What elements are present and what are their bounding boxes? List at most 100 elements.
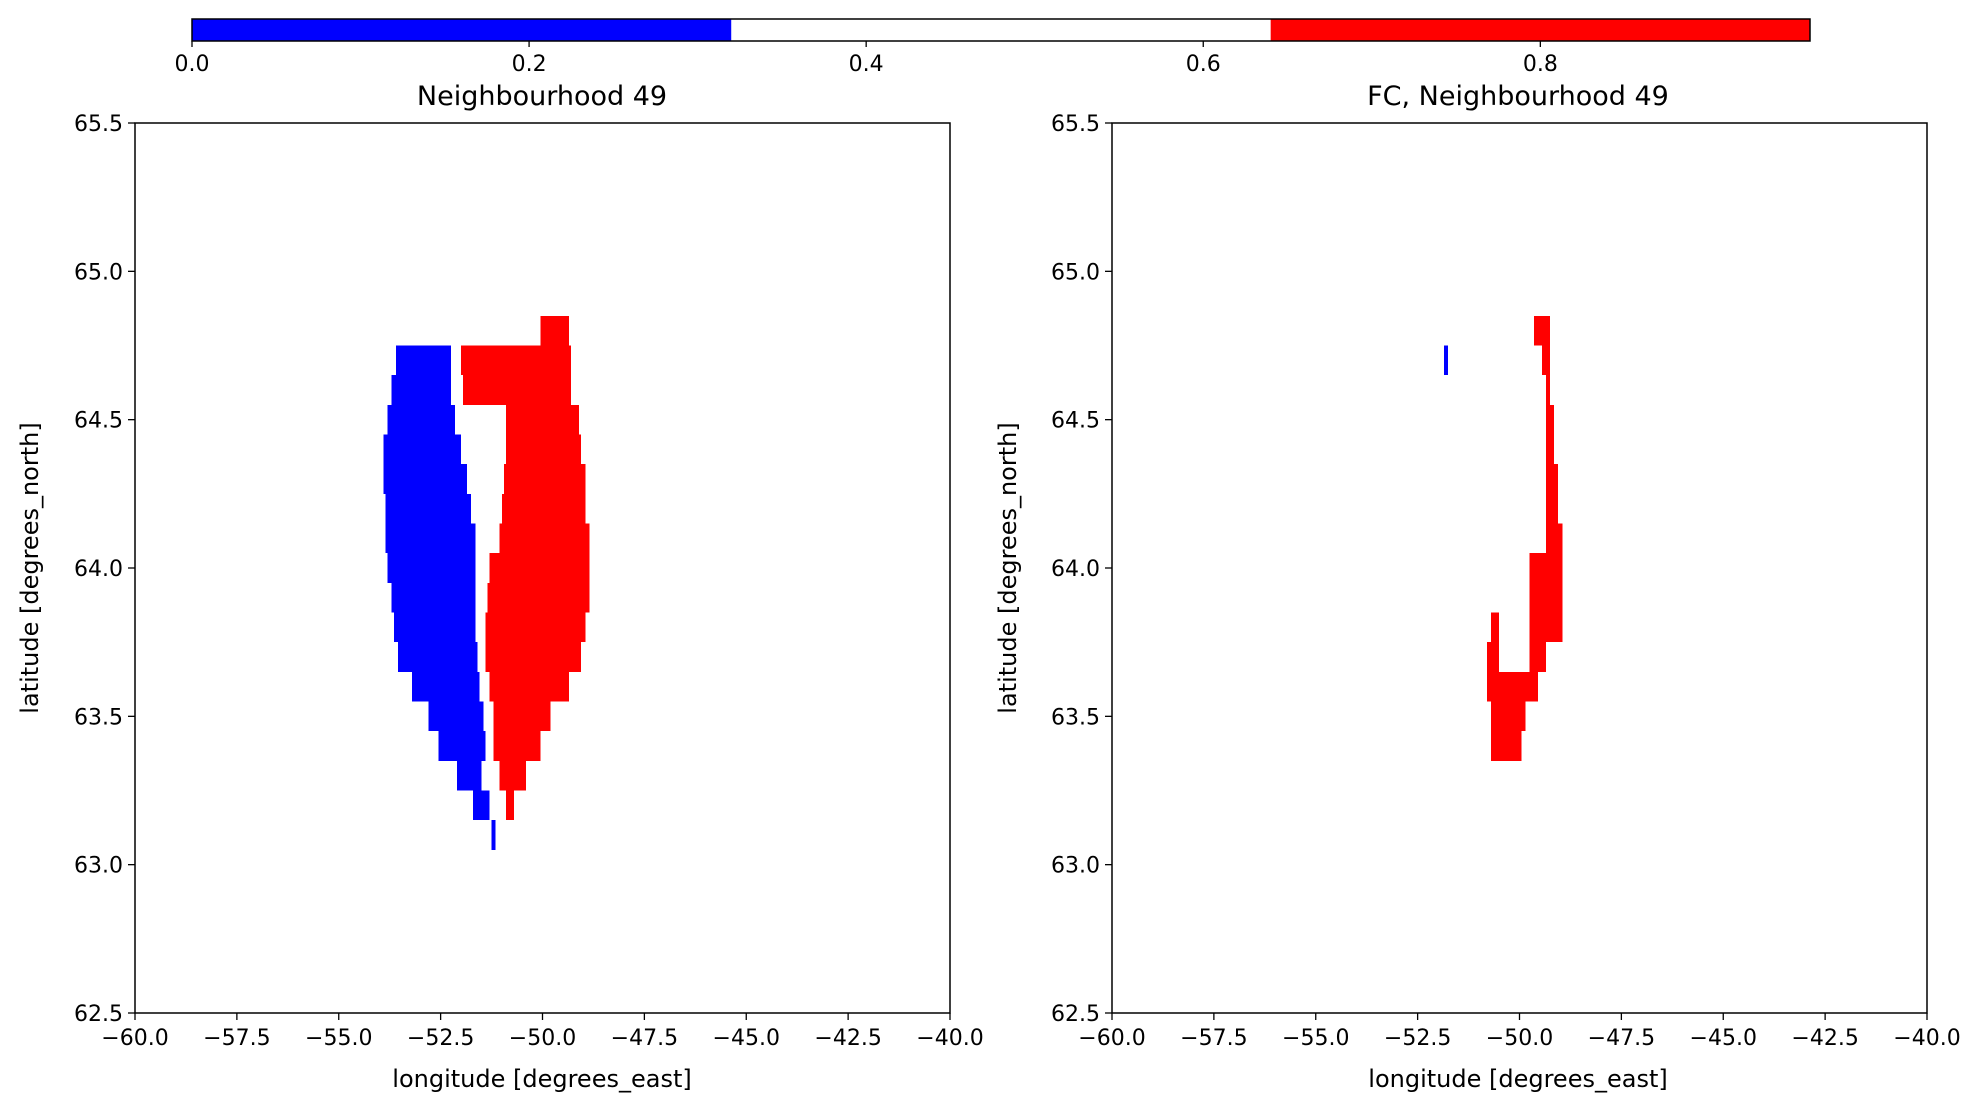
heatmap-cell	[385, 493, 472, 524]
heatmap-cell	[493, 731, 541, 761]
heatmap-cell	[1490, 731, 1522, 761]
heatmap-cell	[485, 612, 586, 643]
heatmap-cell	[387, 553, 476, 583]
heatmap-cell	[1486, 671, 1538, 702]
x-tick-label: −52.5	[1384, 1026, 1451, 1051]
colorbar-tick-label: 0.4	[849, 52, 884, 77]
heatmap-cell	[485, 642, 582, 672]
heatmap-cell	[1529, 642, 1546, 672]
heatmap-cell	[461, 345, 572, 376]
heatmap-cell	[505, 404, 580, 435]
panel-fc-neighbourhood: FC, Neighbourhood 49 longitude [degrees_…	[994, 81, 1961, 1093]
x-tick-label: −45.0	[1690, 1026, 1757, 1051]
x-tick-label: −47.5	[1588, 1026, 1655, 1051]
heatmap-cell	[1490, 701, 1526, 732]
x-tick-label: −52.5	[407, 1026, 474, 1051]
colorbar-tick-label: 0.2	[512, 52, 547, 77]
heatmap-cell	[412, 671, 480, 702]
heatmap-cell	[383, 434, 461, 465]
x-tick-label: −57.5	[203, 1026, 270, 1051]
y-axis-label: latitude [degrees_north]	[16, 422, 44, 713]
y-tick-label: 65.5	[1051, 112, 1100, 137]
heatmap-cell	[1529, 553, 1563, 583]
y-tick-label: 65.0	[1051, 260, 1100, 285]
heatmap-cell	[1545, 404, 1555, 435]
y-tick-label: 63.0	[1051, 854, 1100, 879]
heatmap-cell	[499, 523, 590, 554]
heatmap-cell	[1545, 493, 1559, 524]
heatmap-cell	[391, 582, 476, 613]
x-tick-label: −55.0	[1282, 1026, 1349, 1051]
panel-title: Neighbourhood 49	[417, 81, 667, 112]
colorbar-segment	[1270, 19, 1810, 41]
heatmap-cell	[387, 404, 455, 435]
heatmap-cell	[428, 701, 484, 732]
x-tick-label: −40.0	[916, 1026, 983, 1051]
y-tick-label: 64.5	[1051, 409, 1100, 434]
heatmap-cell	[505, 790, 514, 821]
colorbar-frame	[191, 18, 1811, 42]
y-tick-label: 65.5	[74, 112, 123, 137]
heatmap-cell	[491, 820, 496, 850]
x-axis-label: longitude [degrees_east]	[392, 1065, 691, 1093]
x-axis-label: longitude [degrees_east]	[1368, 1065, 1667, 1093]
heatmap-cell	[493, 701, 551, 732]
heatmap-cell	[393, 612, 476, 643]
x-tick-label: −42.5	[814, 1026, 881, 1051]
y-tick-label: 65.0	[74, 260, 123, 285]
heatmap-cell	[473, 790, 490, 821]
heatmap-cell	[1486, 642, 1500, 672]
heatmap-cell	[1490, 612, 1500, 643]
heatmap-cell	[1529, 612, 1563, 643]
heatmap-cell	[383, 464, 468, 494]
heatmap-cell	[463, 375, 572, 405]
x-tick-label: −60.0	[101, 1026, 168, 1051]
heatmap-cell	[1444, 345, 1449, 376]
y-tick-label: 64.0	[1051, 557, 1100, 582]
panel-neighbourhood: Neighbourhood 49 longitude [degrees_east…	[16, 81, 984, 1093]
heatmap-cell	[397, 642, 478, 672]
panel-title: FC, Neighbourhood 49	[1367, 81, 1669, 112]
y-tick-label: 63.0	[74, 854, 123, 879]
heatmap-cell	[1529, 582, 1563, 613]
heatmap-cell	[1545, 375, 1551, 405]
heatmap-cell	[438, 731, 486, 761]
heatmap-cell	[503, 464, 586, 494]
colorbar-segment	[192, 19, 732, 41]
heatmap-cell	[1545, 523, 1563, 554]
x-tick-label: −40.0	[1893, 1026, 1960, 1051]
heatmap-cells	[1444, 315, 1563, 761]
y-tick-label: 64.5	[74, 409, 123, 434]
x-tick-label: −47.5	[611, 1026, 678, 1051]
heatmap-cells	[383, 315, 590, 850]
heatmap-cell	[505, 434, 582, 465]
heatmap-cell	[489, 671, 569, 702]
heatmap-cell	[501, 493, 586, 524]
heatmap-cell	[1533, 315, 1551, 346]
heatmap-cell	[1545, 434, 1555, 465]
y-tick-label: 63.5	[1051, 705, 1100, 730]
x-tick-label: −45.0	[713, 1026, 780, 1051]
heatmap-cell	[540, 315, 569, 346]
heatmap-cell	[395, 345, 451, 376]
y-axis-label: latitude [degrees_north]	[994, 422, 1022, 713]
colorbar-tick-label: 0.8	[1523, 52, 1558, 77]
y-tick-label: 63.5	[74, 705, 123, 730]
heatmap-cell	[391, 375, 451, 405]
x-tick-label: −60.0	[1078, 1026, 1145, 1051]
colorbar-segment	[731, 19, 1271, 41]
y-tick-label: 64.0	[74, 557, 123, 582]
x-tick-label: −55.0	[305, 1026, 372, 1051]
colorbar-tick-label: 0.0	[175, 52, 210, 77]
heatmap-cell	[456, 760, 482, 791]
colorbar: 0.0 0.2 0.4 0.6 0.8	[175, 18, 1811, 77]
colorbar-tick-label: 0.6	[1186, 52, 1221, 77]
x-tick-label: −42.5	[1791, 1026, 1858, 1051]
heatmap-cell	[487, 582, 590, 613]
y-tick-label: 62.5	[74, 1002, 123, 1027]
heatmap-cell	[1545, 464, 1559, 494]
heatmap-cell	[1541, 345, 1551, 376]
heatmap-cell	[489, 553, 590, 583]
